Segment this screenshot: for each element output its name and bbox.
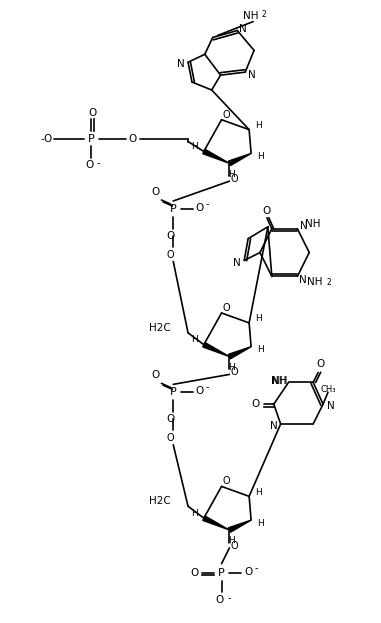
Text: H: H xyxy=(258,518,264,528)
Text: -O: -O xyxy=(40,133,53,143)
Text: NH: NH xyxy=(243,11,259,21)
Polygon shape xyxy=(203,149,229,163)
Text: H: H xyxy=(255,315,261,323)
Polygon shape xyxy=(203,516,229,530)
Text: NH: NH xyxy=(307,277,323,287)
Text: O: O xyxy=(223,303,230,313)
Text: O: O xyxy=(223,110,230,120)
Text: P: P xyxy=(170,388,177,397)
Text: P: P xyxy=(218,568,225,578)
Text: N: N xyxy=(299,275,307,285)
Text: O: O xyxy=(263,206,271,216)
Text: O: O xyxy=(231,174,238,184)
Text: O: O xyxy=(151,371,160,381)
Text: CH₃: CH₃ xyxy=(320,385,336,394)
Text: H: H xyxy=(228,536,235,545)
Text: O: O xyxy=(85,160,94,170)
Text: -: - xyxy=(206,199,210,209)
Text: O: O xyxy=(231,368,238,378)
Text: 2: 2 xyxy=(327,278,331,287)
Text: H2C: H2C xyxy=(149,497,170,506)
Text: NH: NH xyxy=(306,219,321,229)
Text: O: O xyxy=(151,187,160,197)
Text: H: H xyxy=(192,509,198,518)
Text: N: N xyxy=(234,259,241,269)
Text: O: O xyxy=(316,358,324,369)
Text: O: O xyxy=(166,231,174,240)
Text: H: H xyxy=(258,152,264,161)
Text: O: O xyxy=(191,568,199,578)
Text: N: N xyxy=(301,221,308,231)
Polygon shape xyxy=(228,520,251,532)
Text: N: N xyxy=(177,59,185,69)
Text: H: H xyxy=(228,169,235,179)
Text: H: H xyxy=(192,142,198,151)
Text: H: H xyxy=(192,335,198,345)
Text: H: H xyxy=(258,345,264,354)
Text: -: - xyxy=(254,563,258,573)
Text: O: O xyxy=(129,133,137,143)
Text: NH: NH xyxy=(271,376,287,386)
Text: H: H xyxy=(255,121,261,130)
Text: P: P xyxy=(170,204,177,214)
Text: P: P xyxy=(88,133,95,143)
Text: O: O xyxy=(251,399,259,409)
Text: N: N xyxy=(270,421,278,431)
Text: O: O xyxy=(166,414,174,424)
Text: 2: 2 xyxy=(261,10,266,19)
Text: O: O xyxy=(244,567,252,577)
Text: H: H xyxy=(228,363,235,372)
Text: -: - xyxy=(228,594,231,604)
Text: N: N xyxy=(239,24,247,34)
Text: O: O xyxy=(196,203,204,213)
Text: O: O xyxy=(223,477,230,487)
Text: O: O xyxy=(215,596,224,606)
Text: -: - xyxy=(97,158,100,168)
Polygon shape xyxy=(203,343,229,356)
Text: N: N xyxy=(327,401,335,411)
Text: -: - xyxy=(206,383,210,392)
Text: NH: NH xyxy=(272,376,287,386)
Text: O: O xyxy=(166,250,174,260)
Text: H: H xyxy=(255,488,261,497)
Text: O: O xyxy=(88,108,96,118)
Polygon shape xyxy=(228,153,251,166)
Text: O: O xyxy=(231,541,238,551)
Text: H2C: H2C xyxy=(149,323,170,333)
Text: N: N xyxy=(248,70,256,80)
Polygon shape xyxy=(228,346,251,359)
Text: O: O xyxy=(196,386,204,396)
Text: O: O xyxy=(166,433,174,443)
